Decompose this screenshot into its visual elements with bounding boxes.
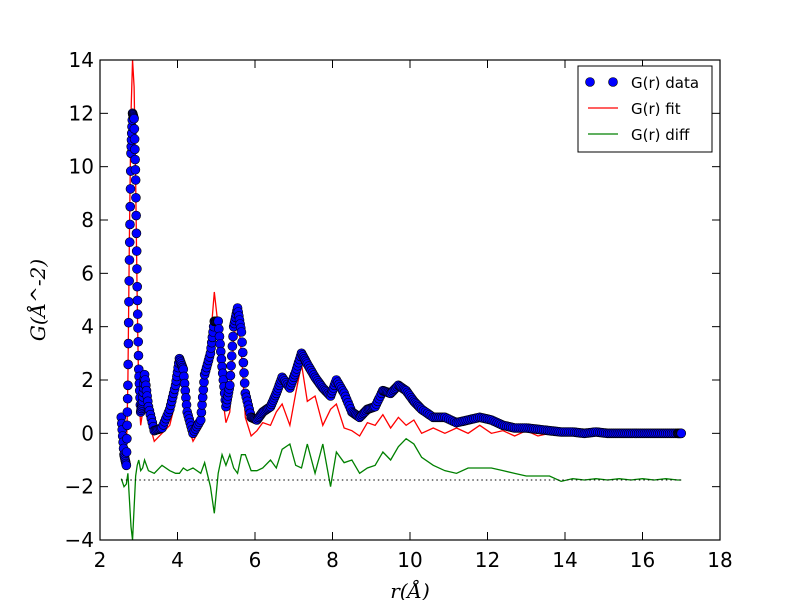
data-point	[225, 380, 235, 391]
data-point	[226, 351, 237, 361]
data-point	[132, 309, 143, 320]
data-point	[131, 210, 141, 221]
data-point	[132, 281, 142, 292]
y-tick-label: 10	[69, 155, 94, 179]
x-tick-label: 2	[94, 548, 107, 572]
data-point	[225, 370, 236, 381]
data-point	[124, 276, 134, 286]
data-point	[122, 420, 132, 431]
data-point	[130, 175, 141, 185]
legend-item-diff: G(r) diff	[588, 126, 690, 144]
data-point	[133, 336, 144, 347]
data-point	[124, 255, 135, 265]
data-point	[236, 327, 247, 337]
data-point	[121, 447, 132, 457]
data-point	[228, 331, 238, 342]
y-tick-label: 12	[69, 101, 94, 125]
y-tick-label: 8	[81, 208, 94, 232]
data-point	[237, 337, 247, 348]
y-tick-label: −2	[65, 475, 94, 499]
series-line-g-r-diff	[120, 437, 682, 541]
y-tick-label: 4	[81, 315, 94, 339]
series-layer	[116, 59, 687, 541]
y-tick-label: 14	[69, 48, 94, 72]
data-point	[227, 341, 238, 352]
data-point	[237, 347, 248, 358]
legend-marker-data-2	[608, 77, 618, 87]
legend-item-fit: G(r) fit	[588, 100, 681, 118]
legend: G(r) data G(r) fit G(r) diff	[577, 65, 713, 153]
series-markers-gr-data	[116, 108, 687, 471]
data-point	[122, 433, 132, 444]
x-tick-label: 8	[326, 548, 339, 572]
data-point	[130, 154, 140, 165]
data-point	[239, 368, 249, 378]
data-point	[125, 219, 135, 230]
y-tick-label: −4	[65, 528, 94, 552]
legend-item-data: G(r) data	[585, 74, 699, 92]
data-point	[123, 338, 134, 349]
data-point	[226, 360, 236, 371]
x-tick-label: 4	[171, 548, 184, 572]
data-point	[132, 264, 142, 274]
legend-label-diff: G(r) diff	[631, 126, 690, 144]
legend-box	[577, 65, 713, 153]
x-tick-label: 6	[249, 548, 262, 572]
data-point	[123, 359, 133, 370]
data-point	[129, 113, 139, 124]
ticks-layer: 2 4 6 8 10 12 14 16 18 −4 −2 0 2 4 6 8 10 12 14	[65, 48, 733, 572]
data-point	[122, 407, 133, 417]
data-point	[125, 201, 136, 212]
data-point	[124, 237, 135, 248]
data-point	[133, 350, 144, 361]
legend-marker-data-1	[585, 77, 595, 87]
data-point	[121, 460, 132, 471]
data-point	[131, 228, 142, 239]
y-axis-label: G(Å^-2)	[25, 259, 50, 341]
data-point	[125, 184, 136, 194]
data-point	[131, 246, 142, 256]
x-tick-label: 18	[707, 548, 732, 572]
data-point	[133, 323, 143, 333]
x-tick-label: 14	[552, 548, 577, 572]
data-point	[676, 428, 687, 439]
data-point	[122, 393, 133, 404]
data-point	[132, 295, 143, 306]
data-point	[131, 192, 141, 203]
x-tick-label: 16	[630, 548, 655, 572]
data-point	[238, 357, 249, 368]
x-axis-label: r(Å)	[390, 578, 430, 600]
data-point	[123, 380, 133, 391]
y-tick-label: 0	[81, 421, 94, 445]
x-tick-label: 12	[475, 548, 500, 572]
data-point	[129, 124, 140, 134]
y-tick-label: 2	[81, 368, 94, 392]
data-point	[130, 164, 141, 175]
x-tick-label: 10	[397, 548, 422, 572]
data-point	[239, 378, 250, 388]
data-point	[130, 144, 140, 155]
data-point	[124, 296, 134, 307]
y-tick-label: 6	[81, 261, 94, 285]
legend-label-data: G(r) data	[631, 74, 699, 92]
data-point	[129, 134, 140, 144]
data-point	[123, 317, 134, 328]
legend-label-fit: G(r) fit	[631, 100, 681, 118]
